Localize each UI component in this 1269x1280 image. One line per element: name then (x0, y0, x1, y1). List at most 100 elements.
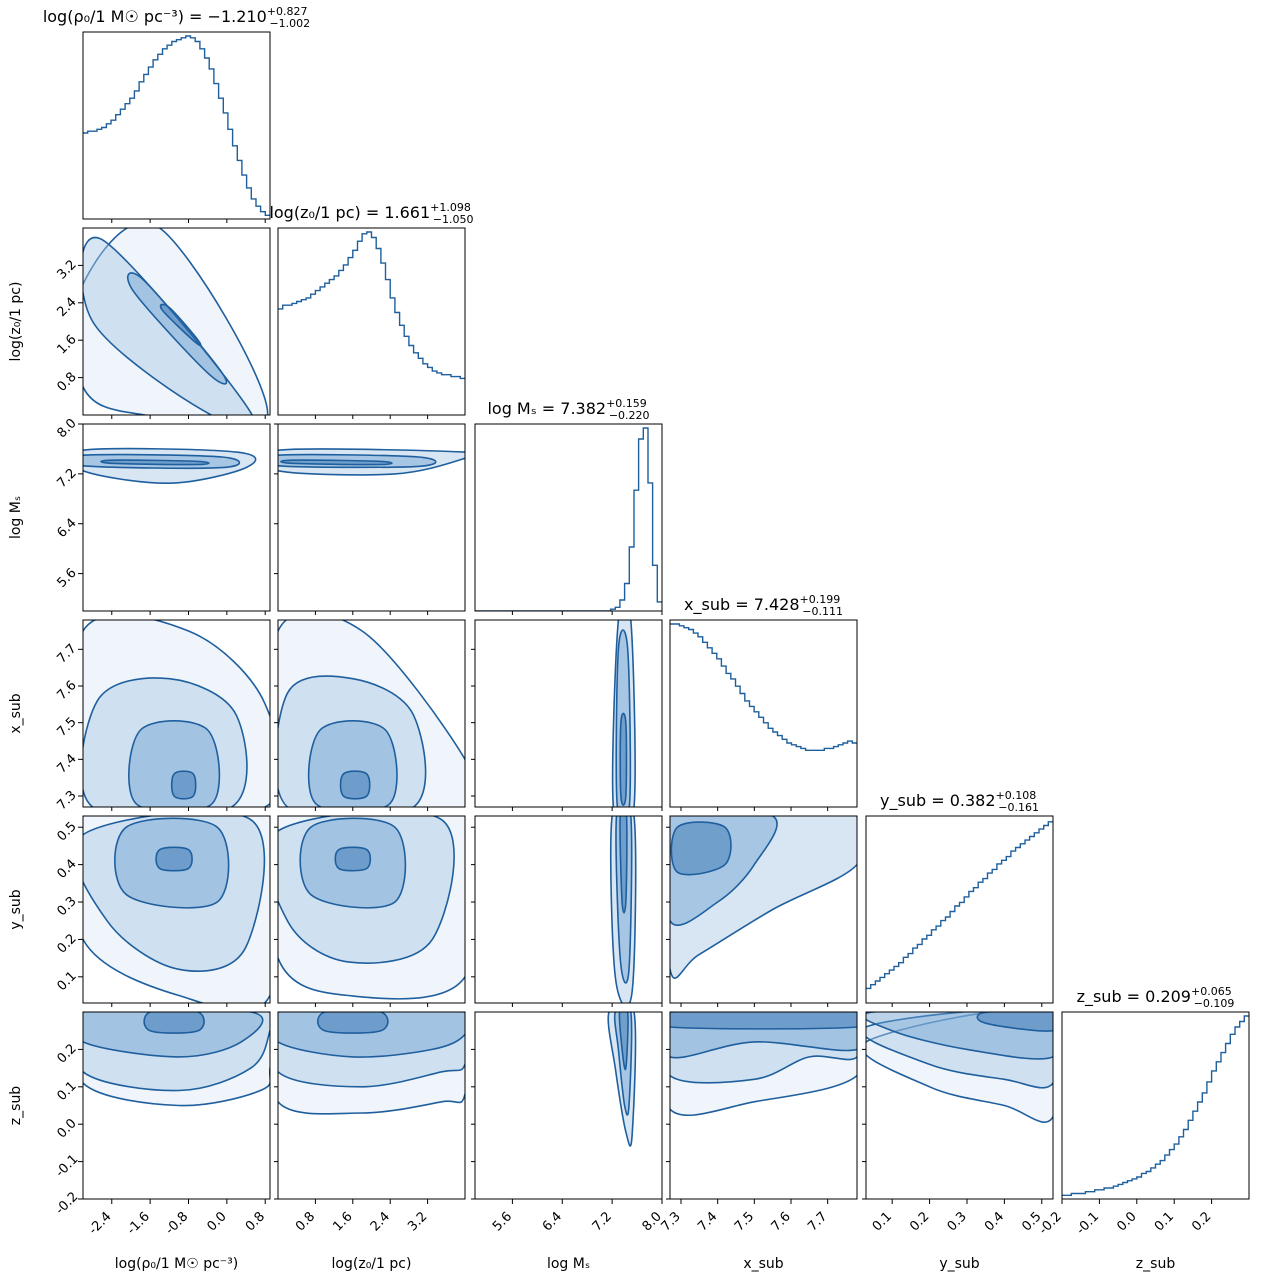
panel-ysub-vs-logMs (471, 815, 663, 1007)
x-tick-label: -1.6 (124, 1209, 153, 1238)
y-tick-label: 1.6 (54, 332, 79, 357)
contour-level-1 (100, 459, 210, 466)
x-tick-label: 0.2 (907, 1209, 932, 1234)
contour-level-4 (278, 1012, 465, 1115)
x-tick-label: 7.5 (732, 1209, 757, 1234)
y-tick-label: 6.4 (54, 516, 79, 541)
panel-frame (669, 619, 858, 808)
panel-frame (669, 815, 858, 1004)
contour-level-2 (670, 1012, 857, 1059)
contour-group (866, 1012, 1053, 1123)
x-tick-label: 0.1 (1152, 1209, 1177, 1234)
contour-group (278, 816, 465, 1000)
x-tick-label: 0.8 (293, 1209, 318, 1234)
y-axis-label-logMs: log Mₛ (8, 496, 24, 539)
contour-group (278, 620, 465, 807)
x-axis-label-z0: log(z₀/1 pc) (332, 1256, 412, 1272)
panel-background (278, 1012, 465, 1199)
panel-frame (474, 619, 663, 808)
panel-frame (82, 1011, 271, 1200)
y-tick-label: 0.5 (54, 819, 79, 844)
histogram-xsub (670, 623, 857, 751)
x-axis-label-zsub: z_sub (1136, 1256, 1176, 1272)
contour-level-1 (339, 770, 371, 800)
contour-group (83, 447, 257, 485)
panel-frame (474, 1011, 663, 1200)
panel-logMs-vs-rho0: 5.6 6.4 7.2 8.0 (54, 416, 271, 615)
contour-group (670, 816, 857, 979)
y-tick-label: 7.5 (54, 715, 79, 740)
y-tick-label: 3.2 (54, 257, 79, 282)
contour-level-4 (670, 1012, 857, 1117)
panel-logMs-vs-logMs (474, 423, 663, 615)
panel-xsub-vs-logMs (471, 619, 663, 811)
contour-level-1 (619, 816, 628, 914)
y-axis-label-xsub: x_sub (8, 693, 24, 733)
contour-level-1 (316, 1012, 389, 1034)
contour-level-1 (159, 303, 202, 347)
panel-frame (82, 619, 271, 808)
x-axis-label-rho0: log(ρ₀/1 M☉ pc⁻³) (115, 1256, 239, 1272)
contour-level-3 (83, 1012, 270, 1092)
x-tick-label: 0.1 (870, 1209, 895, 1234)
x-tick-label: 7.2 (590, 1209, 615, 1234)
panel-title-ysub: y_sub = 0.382+0.108 −0.161 (880, 789, 1039, 814)
contour-level-4 (866, 1012, 1053, 1123)
x-tick-label: 0.0 (204, 1209, 229, 1234)
contour-level-4 (83, 816, 270, 1003)
panel-frame (277, 1011, 466, 1200)
contour-level-3 (278, 448, 465, 476)
contour-group (83, 816, 270, 1003)
panel-logMs-vs-z0 (274, 423, 466, 615)
panel-background (866, 1012, 1053, 1199)
contour-group (83, 620, 270, 807)
y-tick-label: 0.1 (54, 969, 79, 994)
contour-level-2 (126, 272, 228, 385)
contour-group (611, 620, 636, 807)
panel-zsub-vs-rho0: -2.4 -1.6 -0.8 0.0 0.8 -0.2 -0.1 0.0 0.1 0.2 (53, 1011, 271, 1238)
panel-frame (1061, 1011, 1250, 1200)
contour-level-1 (618, 1012, 629, 1071)
panel-frame (82, 815, 271, 1004)
y-tick-label: 7.7 (54, 641, 79, 666)
contour-level-4 (278, 620, 465, 807)
y-tick-label: 2.4 (54, 295, 79, 320)
x-tick-label: 0.4 (982, 1209, 1007, 1234)
panel-background (278, 816, 465, 1003)
contour-group (278, 448, 465, 476)
y-tick-label: 0.2 (54, 931, 79, 956)
panel-ysub-vs-z0 (274, 815, 466, 1007)
x-tick-label: 7.4 (695, 1209, 720, 1234)
x-tick-label: 2.4 (368, 1209, 393, 1234)
panel-frame (865, 815, 1054, 1004)
panel-title-z0: log(z₀/1 pc) = 1.661+1.098 −1.050 (269, 201, 473, 226)
y-tick-label: -0.2 (53, 1189, 82, 1218)
contour-level-2 (128, 720, 221, 807)
y-tick-label: 0.1 (54, 1079, 79, 1104)
panel-rho0-vs-rho0 (82, 31, 271, 223)
contour-level-1 (143, 1012, 205, 1034)
panel-frame (82, 423, 271, 612)
contour-level-2 (83, 1012, 264, 1058)
contour-group (670, 1012, 857, 1117)
contour-level-1 (334, 846, 372, 872)
contour-level-2 (278, 1012, 465, 1058)
y-tick-label: 8.0 (54, 416, 79, 441)
panel-frame (277, 815, 466, 1004)
panel-z0-vs-z0 (277, 227, 466, 419)
y-axis-label-zsub: z_sub (8, 1086, 24, 1126)
y-tick-label: 7.4 (54, 751, 79, 776)
panel-zsub-vs-z0: 0.8 1.6 2.4 3.2 (274, 1011, 466, 1234)
panel-background (83, 620, 270, 807)
x-tick-label: -2.4 (86, 1209, 115, 1238)
x-tick-label: 5.6 (490, 1209, 515, 1234)
y-tick-label: 7.6 (54, 678, 79, 703)
panel-background (670, 620, 857, 807)
y-tick-label: 7.3 (54, 788, 79, 813)
panel-frame (82, 227, 271, 416)
contour-level-3 (83, 816, 266, 972)
x-tick-label: 1.6 (330, 1209, 355, 1234)
panel-background (83, 32, 270, 219)
contour-level-3 (866, 1012, 1053, 1089)
